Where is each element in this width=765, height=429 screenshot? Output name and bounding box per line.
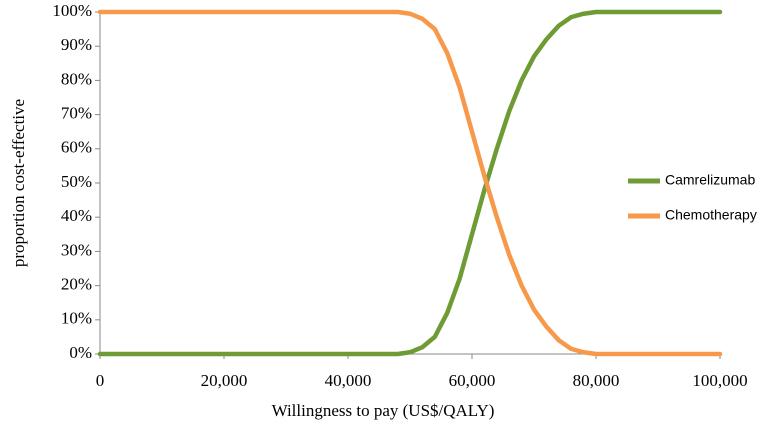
y-tick-label: 90% [61,35,92,54]
x-tick-label: 60,000 [449,371,496,390]
legend-label: Chemotherapy [665,207,757,223]
line-series [97,9,723,357]
y-tick-label: 40% [61,206,92,225]
y-tick-label: 70% [61,104,92,123]
y-tick-label: 30% [61,240,92,259]
y-tick-label: 20% [61,275,92,294]
x-tick-label: 0 [96,371,105,390]
x-tick-label: 80,000 [573,371,620,390]
y-tick-label: 50% [61,172,92,191]
line-series [97,9,723,357]
x-axis-label: Willingness to pay (US$/QALY) [272,401,495,420]
y-tick-label: 0% [69,343,92,362]
y-tick-label: 60% [61,138,92,157]
x-tick-label: 40,000 [325,371,372,390]
legend-label: Camrelizumab [665,172,755,188]
y-tick-label: 80% [61,69,92,88]
y-tick-label: 10% [61,309,92,328]
y-axis-label: proportion cost-effective [9,99,28,267]
x-tick-label: 100,000 [692,371,747,390]
y-tick-label: 100% [52,1,92,20]
x-tick-label: 20,000 [201,371,248,390]
